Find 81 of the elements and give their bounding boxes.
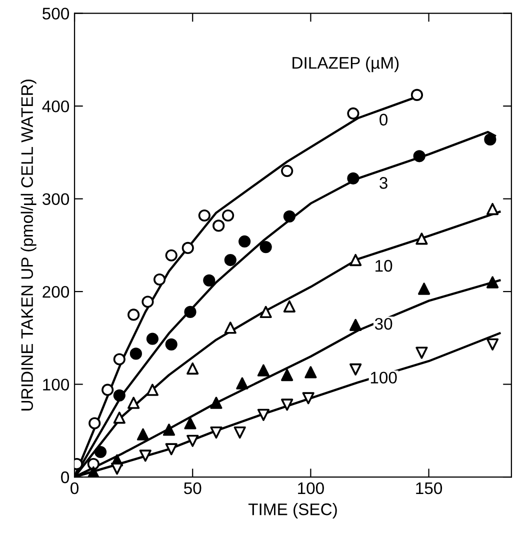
series-label: 30	[374, 318, 392, 330]
point	[212, 220, 225, 232]
point	[416, 346, 428, 359]
y-tick-label: 100	[43, 378, 70, 390]
point	[87, 458, 100, 470]
point	[304, 366, 317, 378]
point	[238, 235, 251, 248]
point	[113, 412, 126, 424]
point	[153, 273, 166, 286]
y-tick-label: 400	[42, 100, 70, 112]
point	[410, 88, 424, 101]
x-tick-label: 50	[184, 482, 202, 494]
point	[113, 353, 126, 366]
x-axis-title: TIME (SEC)	[248, 502, 337, 519]
point	[347, 172, 360, 184]
point	[416, 232, 428, 245]
point	[88, 417, 101, 430]
point	[486, 338, 499, 350]
point	[184, 417, 196, 430]
point	[224, 322, 236, 334]
point	[224, 254, 236, 266]
point	[236, 377, 248, 390]
x-tick-label: 150	[416, 482, 442, 494]
point	[257, 408, 270, 421]
point	[260, 240, 272, 254]
point	[110, 462, 124, 475]
point	[94, 446, 107, 458]
y-tick-label: 300	[42, 193, 70, 206]
point	[128, 308, 140, 321]
point	[128, 396, 140, 409]
point	[486, 276, 499, 288]
point	[165, 338, 178, 350]
point	[413, 150, 426, 162]
point	[198, 209, 210, 222]
point	[302, 392, 314, 404]
point	[142, 296, 154, 308]
point	[102, 384, 114, 396]
point	[350, 318, 362, 331]
point	[484, 133, 496, 146]
point	[113, 389, 126, 402]
point	[87, 466, 100, 478]
point	[139, 450, 152, 462]
y-axis-title: URIDINE TAKEN UP (pmol/µl CELL WATER)	[20, 80, 36, 410]
point	[486, 202, 499, 216]
point	[257, 364, 270, 376]
point	[165, 249, 178, 262]
point	[182, 242, 194, 254]
point	[418, 282, 430, 295]
series-label: 3	[380, 177, 388, 189]
point	[203, 274, 216, 286]
point	[146, 332, 159, 345]
point	[222, 209, 234, 222]
x-tick-label: 100	[298, 482, 324, 494]
y-tick-label: 0	[61, 471, 70, 484]
point	[347, 107, 360, 120]
point	[162, 424, 176, 436]
point	[350, 254, 362, 266]
point	[281, 164, 294, 178]
point	[281, 398, 294, 411]
point	[186, 434, 199, 447]
series-label: 10	[376, 260, 392, 272]
point	[146, 384, 159, 396]
point	[210, 426, 222, 439]
point	[186, 362, 199, 375]
point	[281, 368, 294, 382]
y-tick-label: 200	[42, 286, 70, 298]
point	[350, 363, 362, 376]
point	[130, 348, 142, 360]
point	[283, 210, 296, 222]
point	[210, 396, 222, 409]
point	[283, 300, 296, 312]
point	[184, 306, 196, 318]
legend-title: DILAZEP (µM)	[292, 56, 399, 72]
point	[165, 443, 178, 456]
point	[136, 428, 150, 440]
series-label: 100	[370, 372, 397, 384]
y-tick-label: 500	[42, 8, 70, 20]
series-label: 0	[380, 114, 388, 126]
point	[234, 426, 246, 439]
x-tick-label: 0	[70, 482, 79, 494]
point	[260, 306, 272, 318]
